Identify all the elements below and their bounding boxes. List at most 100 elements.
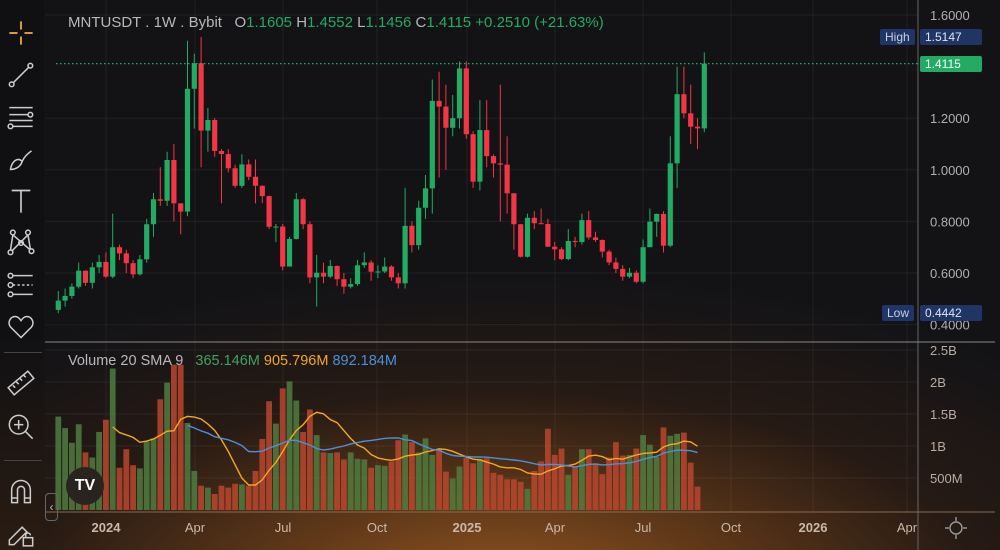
- volume-bar: [266, 401, 272, 510]
- candle-body: [103, 261, 109, 277]
- favorites-heart-tool-button[interactable]: [4, 310, 38, 344]
- pattern-icon: [7, 229, 35, 256]
- volume-tick-label: 2B: [930, 375, 946, 390]
- candle-body: [164, 159, 170, 201]
- zoom-in-tool-button[interactable]: [4, 410, 38, 444]
- volume-bar: [599, 474, 606, 510]
- close-label: C: [415, 14, 427, 31]
- volume-bar: [470, 463, 476, 510]
- text-tool-button[interactable]: [4, 184, 38, 218]
- lock-drawings-tool-button[interactable]: [4, 516, 38, 550]
- volume-legend[interactable]: Volume 20 SMA 9 365.146M 905.796M 892.18…: [68, 353, 397, 369]
- collapse-toolbar-button[interactable]: ‹: [45, 493, 58, 521]
- volume-bar: [286, 381, 293, 510]
- high-tag-label: High: [880, 29, 915, 45]
- volume-bar: [184, 422, 191, 510]
- symbol-legend[interactable]: MNTUSDT . 1W . Bybit O1.1605 H1.4552 L1.…: [68, 14, 604, 31]
- volume-bar: [368, 467, 374, 510]
- volume-bar: [341, 459, 347, 510]
- candle-body: [477, 130, 483, 182]
- volume-name: Volume: [68, 353, 117, 369]
- tradingview-logo[interactable]: TV: [66, 467, 104, 505]
- magnet-tool-button[interactable]: [4, 474, 38, 508]
- high-label: H: [296, 14, 308, 31]
- candle-body: [69, 286, 75, 296]
- candle-body: [320, 272, 327, 277]
- volume-bar: [409, 442, 415, 510]
- candle-body: [470, 134, 476, 182]
- pattern-tool-button[interactable]: [4, 226, 38, 260]
- volume-tick-label: 2.5B: [930, 343, 957, 358]
- volume-bar: [660, 427, 667, 510]
- volume-bar: [694, 486, 701, 510]
- volume-bar: [103, 419, 109, 510]
- time-tick-label: Apr: [545, 520, 566, 535]
- volume-bar: [592, 463, 599, 510]
- volume-bar: [613, 442, 619, 510]
- volume-ma-value: 905.796M: [263, 353, 329, 369]
- crosshair-tool-button[interactable]: [4, 16, 38, 50]
- trend-line-tool-button[interactable]: [4, 58, 38, 92]
- volume-bar: [517, 481, 524, 510]
- candle-body: [579, 220, 585, 243]
- volume-bar: [109, 368, 116, 510]
- low-value: 1.1456: [365, 14, 412, 31]
- volume-bar: [436, 449, 442, 510]
- ruler-tool-button[interactable]: [4, 366, 38, 400]
- volume-bar: [327, 453, 334, 510]
- volume-bar: [606, 457, 612, 510]
- volume-bar: [375, 465, 381, 510]
- open-value: 1.1605: [246, 14, 293, 31]
- volume-bar: [164, 382, 170, 510]
- trend-line-icon: [8, 62, 34, 88]
- volume-bar: [681, 432, 687, 510]
- candle-body: [76, 270, 82, 287]
- settings-sun-icon[interactable]: [944, 516, 968, 540]
- candle-body: [456, 68, 463, 119]
- ruler-icon: [7, 370, 35, 396]
- prediction-tool-button[interactable]: [4, 268, 38, 302]
- candle-body: [266, 196, 272, 227]
- volume-bar: [572, 466, 578, 510]
- time-tick-label: Jul: [635, 520, 652, 535]
- candle-body: [341, 279, 347, 287]
- volume-bar: [647, 444, 653, 510]
- volume-bar: [313, 435, 320, 510]
- candle-body: [116, 247, 123, 254]
- candle-body: [552, 246, 558, 250]
- candle-body: [484, 130, 490, 157]
- volume-bar: [443, 471, 449, 510]
- volume-ma-lines: [112, 411, 698, 486]
- fib-retracement-tool-button[interactable]: [4, 100, 38, 134]
- candle-body: [640, 247, 646, 282]
- candle-body: [497, 163, 503, 165]
- volume-tick-label: 1.5B: [930, 407, 957, 422]
- candle-body: [212, 120, 218, 151]
- candle-body: [157, 199, 163, 201]
- time-tick-label: 2026: [799, 520, 828, 535]
- volume-bar: [279, 388, 286, 510]
- candle-body: [545, 223, 551, 247]
- candle-body: [232, 168, 238, 186]
- drawing-toolbar: [0, 0, 44, 550]
- volume-bar: [361, 459, 368, 510]
- candle-body: [429, 100, 435, 189]
- volume-bar: [232, 483, 238, 510]
- volume-bar: [449, 478, 456, 510]
- volume-bars: [55, 364, 701, 510]
- volume-bar: [347, 452, 354, 510]
- candle-body: [184, 88, 191, 212]
- volume-bar: [116, 467, 123, 510]
- candle-body: [110, 247, 116, 277]
- candle-body: [198, 63, 204, 131]
- candle-body: [558, 249, 565, 260]
- candle-body: [144, 224, 150, 260]
- brush-tool-button[interactable]: [4, 142, 38, 176]
- volume-bar: [381, 465, 388, 510]
- candle-body: [463, 68, 469, 135]
- volume-bar: [62, 428, 68, 510]
- fib-retracement-icon: [7, 106, 34, 130]
- low-label: L: [357, 14, 366, 31]
- volume-bar: [334, 452, 340, 510]
